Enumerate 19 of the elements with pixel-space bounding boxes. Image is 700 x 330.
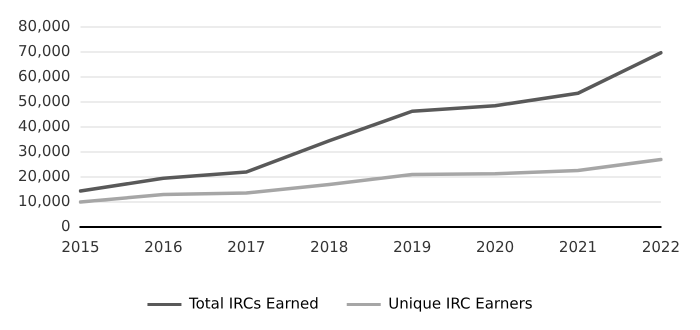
y-tick-label: 10,000 — [18, 192, 70, 210]
y-tick-label: 50,000 — [18, 92, 70, 110]
x-tick-label: 2015 — [61, 238, 100, 256]
y-tick-label: 70,000 — [18, 42, 70, 60]
y-tick-label: 0 — [60, 216, 70, 235]
x-tick-label: 2019 — [393, 238, 432, 256]
x-tick-label: 2022 — [642, 238, 680, 256]
legend-label: Total IRCs Earned — [188, 294, 319, 312]
legend-label: Unique IRC Earners — [388, 294, 533, 312]
x-tick-label: 2018 — [310, 238, 348, 256]
y-tick-label: 60,000 — [18, 66, 70, 85]
x-tick-label: 2016 — [144, 238, 182, 256]
x-tick-label: 2017 — [227, 238, 266, 256]
y-tick-label: 30,000 — [18, 142, 70, 160]
y-tick-label: 20,000 — [18, 166, 70, 185]
x-tick-label: 2020 — [476, 238, 514, 256]
y-tick-label: 80,000 — [18, 16, 70, 35]
x-tick-label: 2021 — [558, 238, 598, 256]
y-tick-label: 40,000 — [18, 116, 70, 135]
